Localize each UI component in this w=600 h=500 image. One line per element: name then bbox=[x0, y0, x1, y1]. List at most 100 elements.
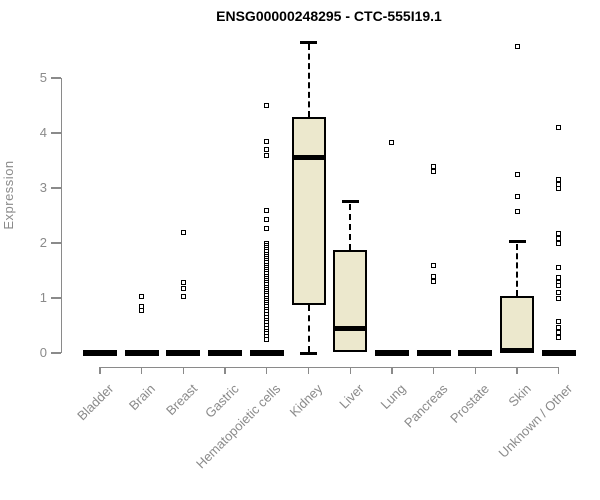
collapsed-box-prostate bbox=[458, 350, 493, 356]
outlier-point bbox=[139, 307, 145, 313]
outlier-point bbox=[264, 147, 270, 152]
outlier-point bbox=[139, 294, 145, 300]
outlier-point bbox=[431, 262, 437, 268]
outlier-point bbox=[431, 163, 437, 169]
outlier-point bbox=[556, 290, 562, 295]
y-tick bbox=[51, 132, 61, 134]
x-tick bbox=[516, 367, 518, 374]
y-tick bbox=[51, 242, 61, 244]
outlier-point bbox=[264, 225, 270, 231]
x-tick bbox=[558, 367, 560, 374]
upper-whisker-cap bbox=[300, 40, 317, 44]
x-category-label: Pancreas bbox=[400, 381, 451, 431]
outlier-point bbox=[556, 319, 562, 325]
collapsed-box-brain bbox=[124, 350, 159, 356]
y-tick-label: 2 bbox=[39, 235, 47, 250]
collapsed-box-lung bbox=[374, 350, 409, 356]
lower-whisker-cap bbox=[300, 351, 317, 355]
outlier-point bbox=[431, 279, 437, 284]
y-tick-label: 0 bbox=[39, 345, 47, 360]
x-tick bbox=[391, 367, 393, 374]
outlier-point bbox=[556, 324, 562, 330]
y-tick bbox=[51, 187, 61, 189]
x-category-label: Prostate bbox=[447, 381, 492, 426]
x-category-label: Unknown / Other bbox=[495, 381, 576, 461]
outlier-point bbox=[556, 125, 562, 130]
outlier-point bbox=[264, 152, 270, 158]
outlier-point bbox=[180, 285, 186, 291]
outlier-point bbox=[514, 172, 520, 178]
y-tick-label: 1 bbox=[39, 290, 47, 305]
outlier-point bbox=[180, 294, 186, 300]
median-line bbox=[333, 325, 368, 331]
collapsed-box-breast bbox=[166, 350, 201, 356]
box-liver bbox=[333, 249, 368, 352]
x-category-label: Bladder bbox=[74, 381, 117, 424]
y-tick-label: 4 bbox=[39, 125, 47, 140]
upper-whisker bbox=[516, 243, 518, 297]
y-tick-label: 5 bbox=[39, 70, 47, 85]
collapsed-box-hematopoietic-cells bbox=[249, 350, 284, 356]
outlier-point bbox=[431, 169, 437, 174]
x-category-label: Liver bbox=[336, 381, 367, 412]
x-tick bbox=[474, 367, 476, 374]
outlier-point bbox=[556, 185, 562, 191]
x-category-label: Brain bbox=[126, 381, 159, 414]
outlier-point bbox=[180, 280, 186, 286]
outlier-point bbox=[264, 217, 270, 223]
y-axis-line bbox=[61, 78, 63, 353]
y-tick bbox=[51, 352, 61, 354]
y-tick bbox=[51, 297, 61, 299]
outlier-point bbox=[514, 194, 520, 200]
outlier-point bbox=[556, 274, 562, 280]
chart-title: ENSG00000248295 - CTC-555I19.1 bbox=[216, 8, 442, 24]
x-category-label: Kidney bbox=[286, 381, 326, 420]
x-category-label: Breast bbox=[162, 381, 201, 419]
outlier-point bbox=[556, 264, 562, 270]
outlier-point bbox=[264, 103, 270, 108]
x-category-label: Lung bbox=[377, 381, 409, 413]
outlier-point bbox=[556, 283, 562, 289]
x-tick bbox=[99, 367, 101, 374]
outlier-point bbox=[556, 295, 562, 301]
x-tick bbox=[266, 367, 268, 374]
x-tick bbox=[432, 367, 435, 374]
outlier-point bbox=[556, 240, 562, 246]
x-tick bbox=[141, 367, 143, 374]
outlier-point bbox=[431, 273, 437, 279]
x-category-label: Skin bbox=[505, 381, 534, 410]
collapsed-box-gastric bbox=[208, 350, 243, 356]
outlier-point bbox=[556, 231, 562, 237]
collapsed-box-unknown-other bbox=[541, 350, 576, 356]
upper-whisker bbox=[307, 44, 310, 117]
box-kidney bbox=[291, 116, 326, 305]
outlier-point bbox=[556, 329, 562, 335]
outlier-point bbox=[514, 44, 520, 50]
x-tick bbox=[349, 367, 351, 374]
collapsed-box-pancreas bbox=[416, 350, 451, 356]
outlier-point bbox=[264, 207, 270, 213]
outlier-point bbox=[180, 229, 186, 235]
outlier-point bbox=[264, 336, 270, 342]
x-tick bbox=[182, 367, 185, 374]
outlier-point bbox=[514, 209, 520, 215]
x-axis-line bbox=[99, 367, 560, 369]
collapsed-box-bladder bbox=[83, 350, 117, 356]
median-line bbox=[291, 155, 326, 161]
upper-whisker bbox=[349, 203, 352, 250]
lower-whisker bbox=[307, 304, 310, 352]
outlier-point bbox=[264, 138, 270, 144]
box-skin bbox=[500, 296, 534, 353]
outlier-point bbox=[556, 335, 562, 341]
outlier-point bbox=[389, 140, 395, 146]
upper-whisker-cap bbox=[508, 240, 526, 244]
median-line bbox=[500, 347, 534, 353]
y-tick-label: 3 bbox=[39, 180, 47, 195]
x-tick bbox=[307, 367, 310, 374]
upper-whisker-cap bbox=[341, 200, 359, 204]
y-tick bbox=[51, 77, 61, 79]
x-tick bbox=[224, 367, 226, 374]
x-category-label: Gastric bbox=[201, 381, 242, 421]
